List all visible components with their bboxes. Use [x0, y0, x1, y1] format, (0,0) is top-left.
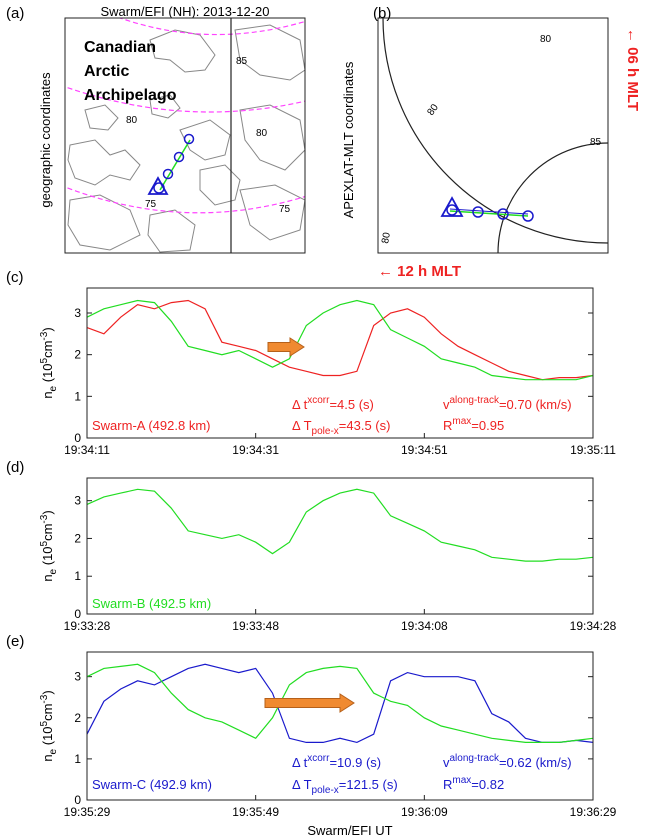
panel-b-frame: [377, 17, 609, 254]
annotation: Rmax=0.95: [443, 416, 504, 433]
annotation: Δ txcorr=10.9 (s): [292, 753, 381, 770]
y-tick-label: 1: [74, 389, 81, 403]
contour-label: 85: [590, 137, 602, 148]
annotation: Δ txcorr=4.5 (s): [292, 395, 374, 412]
track-markers: [147, 133, 195, 195]
propagation-arrow: [264, 693, 355, 713]
contour-label: 80: [540, 34, 552, 45]
x-tick-label: 19:35:11: [570, 443, 616, 457]
plot-frame: [86, 651, 594, 801]
mlat-circle-80: [382, 18, 608, 244]
annotation: Swarm-B (492.5 km): [92, 596, 211, 611]
line-panels: (c) 0 1 2 3 19:34:11 19:34:31 19:34:51 19:35:11 n…: [6, 269, 617, 819]
mlt-06-label: ← 06 h MLT: [624, 28, 641, 111]
region-label-line-3: Archipelago: [84, 87, 177, 104]
x-tick-label: 19:34:28: [570, 619, 617, 633]
annotation: Swarm-A (492.8 km): [92, 418, 210, 433]
panel-label: (c): [6, 269, 24, 286]
mlt-plot-area: [382, 18, 608, 253]
chart-panel: (d) 0 1 2 3 19:33:28 19:33:48 19:34:08 19:34:28 n…: [6, 459, 617, 633]
y-tick-label: 1: [74, 569, 81, 583]
x-tick-label: 19:34:51: [401, 443, 448, 457]
y-tick-label: 3: [74, 306, 81, 320]
panel-a-frame: [64, 17, 306, 254]
mlt-12-label: ← 12 h MLT: [378, 263, 461, 280]
y-axis-label: ne (105cm-3): [39, 327, 59, 398]
panel-b-ylabel: APEXLAT-MLT coordinates: [341, 61, 356, 218]
x-axis-label: Swarm/EFI UT: [307, 823, 392, 838]
annotation: valong-track=0.62 (km/s): [443, 753, 572, 770]
x-tick-label: 19:34:11: [64, 443, 110, 457]
x-tick-label: 19:35:49: [232, 805, 279, 819]
series-line: [86, 663, 594, 744]
region-label-line-2: Arctic: [84, 63, 129, 80]
annotation: Δ Tpole-x=43.5 (s): [292, 418, 390, 437]
contour-label: 85: [236, 56, 248, 67]
y-axis-label: ne (105cm-3): [39, 690, 59, 761]
panel-a: (a) Swarm/EFI (NH): 2013-12-20 geographi…: [6, 4, 306, 254]
y-tick-label: 0: [74, 793, 81, 807]
series-line: [86, 299, 594, 381]
contour-label: 75: [279, 204, 291, 215]
plot-frame: [86, 287, 594, 439]
y-tick-label: 3: [74, 494, 81, 508]
series-line: [86, 663, 594, 744]
panel-a-label: (a): [6, 5, 24, 22]
chart-panel: (c) 0 1 2 3 19:34:11 19:34:31 19:34:51 19:35:11 n…: [6, 269, 616, 457]
x-tick-label: 19:35:29: [64, 805, 111, 819]
land-outlines: [67, 24, 305, 253]
chart-panel: (e) 0 1 2 3 19:35:29 19:35:49 19:36:09 19:36:29 n…: [6, 633, 617, 819]
x-tick-label: 19:36:29: [570, 805, 617, 819]
contour-label: 80: [256, 128, 268, 139]
y-tick-label: 1: [74, 752, 81, 766]
y-tick-label: 3: [74, 670, 81, 684]
plot-frame: [86, 477, 594, 615]
panel-label: (e): [6, 633, 24, 650]
contour-label: 80: [126, 115, 138, 126]
y-axis-label: ne (105cm-3): [39, 510, 59, 581]
propagation-arrow: [267, 337, 305, 357]
contour-label: 75: [145, 199, 157, 210]
y-tick-label: 0: [74, 431, 81, 445]
y-tick-label: 2: [74, 531, 81, 545]
annotation: Δ Tpole-x=121.5 (s): [292, 777, 398, 796]
map-area: [65, 18, 305, 253]
series-line: [86, 299, 594, 381]
panel-a-title: Swarm/EFI (NH): 2013-12-20: [100, 4, 269, 19]
x-tick-label: 19:33:28: [64, 619, 111, 633]
mlat-contours: [65, 18, 305, 214]
x-tick-label: 19:33:48: [232, 619, 279, 633]
panel-a-ylabel: geographic coordinates: [38, 72, 53, 208]
annotation: valong-track=0.70 (km/s): [443, 395, 572, 412]
x-tick-label: 19:34:08: [401, 619, 448, 633]
annotation: Swarm-C (492.9 km): [92, 777, 212, 792]
contour-label: 80: [380, 231, 393, 244]
x-tick-label: 19:36:09: [401, 805, 448, 819]
y-tick-label: 2: [74, 711, 81, 725]
y-tick-label: 2: [74, 348, 81, 362]
panel-b-label: (b): [373, 5, 391, 22]
x-tick-label: 19:34:31: [232, 443, 279, 457]
series-line: [86, 488, 594, 562]
y-tick-label: 0: [74, 607, 81, 621]
mlt-track-markers: [440, 196, 534, 222]
region-label-line-1: Canadian: [84, 39, 156, 56]
panel-label: (d): [6, 459, 24, 476]
contour-label: 80: [425, 102, 441, 118]
annotation: Rmax=0.82: [443, 775, 504, 792]
panel-b: (b) APEXLAT-MLT coordinates 80 80 85 80 …: [341, 5, 641, 280]
